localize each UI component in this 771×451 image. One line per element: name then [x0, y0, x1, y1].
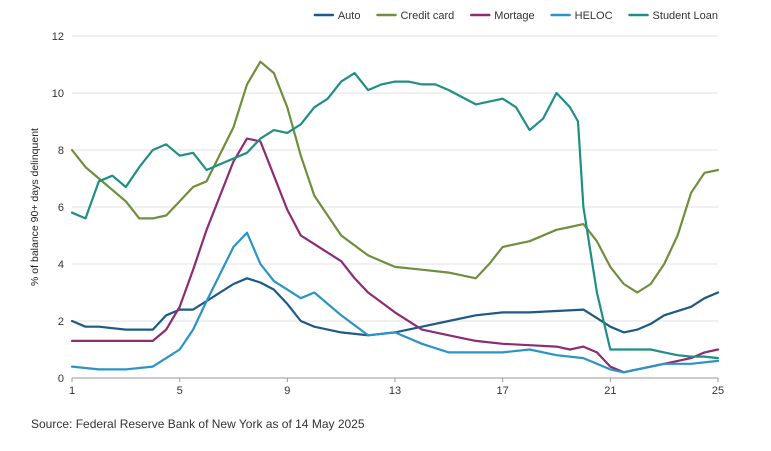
- series-line-student-loan: [70, 71, 720, 360]
- y-axis-ticks: 0 2 4 6 8 10 12: [52, 31, 64, 385]
- y-tick-label: 12: [52, 31, 64, 43]
- x-axis-ticks: 1 5 9 13 17 21 25: [69, 378, 724, 397]
- x-tick-label: 9: [284, 385, 290, 397]
- y-tick-label: 10: [52, 88, 64, 100]
- series-lines: [70, 60, 720, 374]
- legend-label-mortage: Mortage: [494, 10, 534, 22]
- y-tick-label: 6: [58, 202, 64, 214]
- legend: Auto Credit card Mortage HELOC Student Loan: [313, 10, 718, 22]
- y-tick-label: 4: [58, 259, 64, 271]
- x-tick-label: 25: [712, 385, 724, 397]
- y-tick-label: 2: [58, 316, 64, 328]
- y-axis-title: % of balance 90+ days delinquent: [29, 128, 41, 286]
- y-tick-label: 0: [58, 373, 64, 385]
- x-tick-label: 21: [604, 385, 616, 397]
- y-tick-label: 8: [58, 145, 64, 157]
- source-note: Source: Federal Reserve Bank of New York…: [31, 417, 365, 431]
- series-line-heloc: [70, 231, 720, 374]
- legend-label-credit-card: Credit card: [400, 10, 454, 22]
- series-line-mortage: [70, 137, 720, 374]
- x-tick-label: 17: [497, 385, 509, 397]
- series-line-credit-card: [70, 60, 720, 294]
- x-tick-label: 5: [177, 385, 183, 397]
- x-tick-label: 13: [389, 385, 401, 397]
- x-tick-label: 1: [69, 385, 75, 397]
- legend-label-student-loan: Student Loan: [653, 10, 718, 22]
- legend-label-heloc: HELOC: [575, 10, 613, 22]
- legend-label-auto: Auto: [338, 10, 361, 22]
